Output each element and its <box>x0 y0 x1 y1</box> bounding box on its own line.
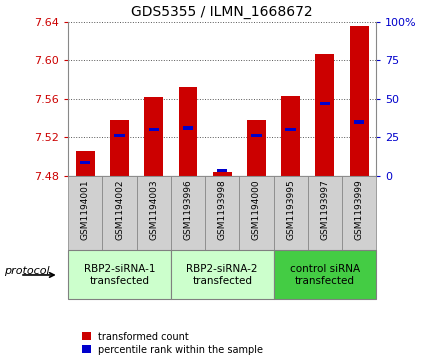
Text: GSM1193998: GSM1193998 <box>218 179 227 240</box>
Text: GSM1194001: GSM1194001 <box>81 179 90 240</box>
Bar <box>251 134 262 137</box>
Text: GSM1193995: GSM1193995 <box>286 179 295 240</box>
Text: GSM1194003: GSM1194003 <box>149 179 158 240</box>
Text: GSM1193999: GSM1193999 <box>355 179 363 240</box>
Bar <box>320 102 330 105</box>
Title: GDS5355 / ILMN_1668672: GDS5355 / ILMN_1668672 <box>132 5 313 19</box>
Bar <box>350 26 369 176</box>
Bar <box>144 97 163 176</box>
Bar <box>114 134 125 137</box>
Bar <box>183 126 193 130</box>
Bar <box>76 151 95 176</box>
Bar <box>110 120 129 176</box>
Text: control siRNA
transfected: control siRNA transfected <box>290 264 360 286</box>
Text: GSM1193997: GSM1193997 <box>320 179 330 240</box>
Text: GSM1194002: GSM1194002 <box>115 179 124 240</box>
Text: protocol: protocol <box>4 266 50 276</box>
Bar <box>315 54 334 176</box>
Bar <box>247 120 266 176</box>
Bar <box>213 172 231 176</box>
Text: RBP2-siRNA-2
transfected: RBP2-siRNA-2 transfected <box>187 264 258 286</box>
Text: GSM1193996: GSM1193996 <box>183 179 192 240</box>
Bar <box>286 128 296 131</box>
Bar <box>217 168 227 172</box>
Bar <box>281 96 300 176</box>
Legend: transformed count, percentile rank within the sample: transformed count, percentile rank withi… <box>82 331 264 355</box>
Bar <box>149 128 159 131</box>
Text: GSM1194000: GSM1194000 <box>252 179 261 240</box>
Text: RBP2-siRNA-1
transfected: RBP2-siRNA-1 transfected <box>84 264 155 286</box>
Bar <box>80 161 91 164</box>
Bar <box>354 121 364 124</box>
Bar <box>179 87 198 176</box>
